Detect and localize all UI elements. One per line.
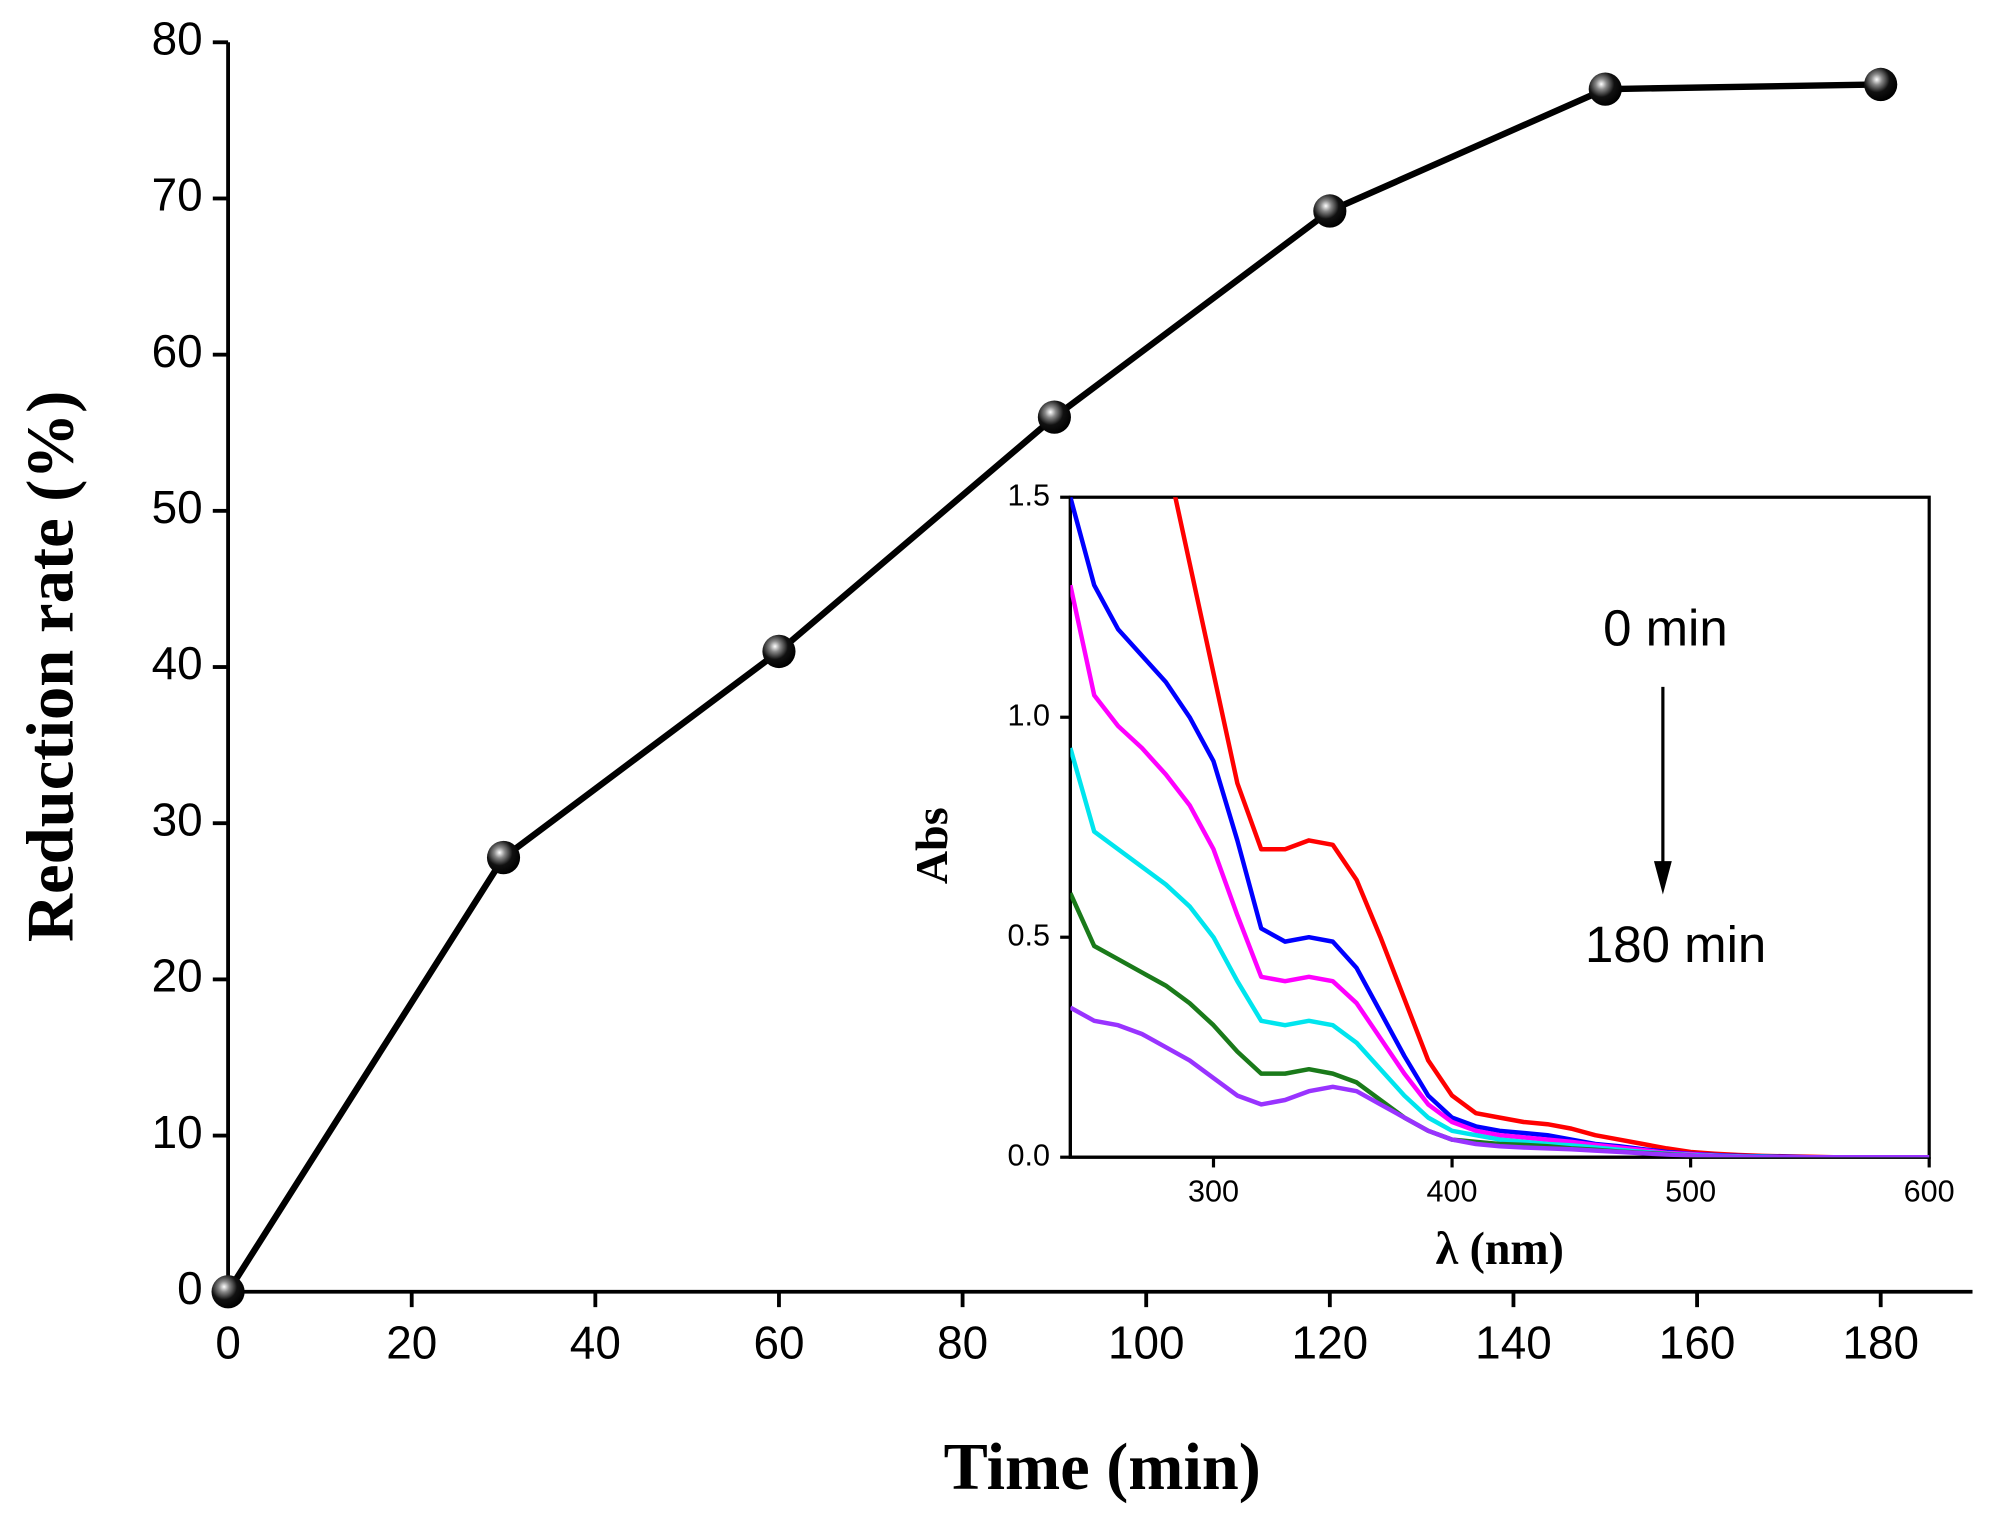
plot-area [1070, 497, 1930, 1158]
y-axis-label: Reduction rate (%) [15, 391, 88, 942]
x-tick-label: 300 [1188, 1175, 1239, 1209]
marker [486, 840, 521, 875]
x-tick-label: 100 [1108, 1316, 1185, 1368]
y-tick-label: 40 [152, 637, 203, 689]
x-tick-label: 120 [1292, 1316, 1369, 1368]
y-tick-label: 10 [152, 1106, 203, 1158]
y-axis-label: Abs [906, 807, 957, 884]
x-tick-label: 0 [215, 1316, 241, 1368]
x-tick-label: 160 [1659, 1316, 1736, 1368]
series-line [1070, 1005, 1930, 1158]
marker [1313, 194, 1347, 228]
y-tick-label: 50 [152, 481, 203, 533]
x-tick-label: 180 [1842, 1316, 1919, 1368]
x-axis-label: Time (min) [944, 1431, 1261, 1504]
y-tick-label: 1.5 [1007, 478, 1050, 512]
annotation: 0 min [1603, 599, 1728, 656]
x-tick-label: 140 [1475, 1316, 1552, 1368]
marker [211, 1275, 245, 1309]
annotation: 180 min [1585, 916, 1766, 973]
y-tick-label: 1.0 [1007, 698, 1050, 732]
x-tick-label: 20 [386, 1316, 437, 1368]
y-tick-label: 0.0 [1007, 1138, 1050, 1172]
x-axis-label: λ (nm) [1436, 1223, 1564, 1274]
y-tick-label: 80 [152, 12, 203, 64]
x-tick-label: 500 [1665, 1175, 1716, 1209]
marker [1864, 67, 1898, 102]
y-tick-label: 0.5 [1007, 918, 1050, 952]
series-line [1173, 497, 1930, 1158]
x-tick-label: 40 [570, 1316, 621, 1368]
series-line [1070, 584, 1930, 1158]
marker [762, 634, 796, 669]
y-tick-label: 0 [177, 1262, 203, 1314]
marker [1588, 72, 1622, 106]
series-line [1070, 747, 1930, 1158]
series-line [225, 81, 1881, 1294]
x-tick-label: 80 [937, 1316, 988, 1368]
x-tick-label: 600 [1904, 1175, 1955, 1209]
y-tick-label: 70 [152, 169, 203, 221]
arrow [1653, 686, 1672, 895]
x-tick-label: 60 [753, 1316, 804, 1368]
x-tick-label: 400 [1427, 1175, 1478, 1209]
y-tick-label: 20 [152, 949, 203, 1001]
y-tick-label: 30 [152, 793, 203, 845]
marker [1037, 400, 1071, 434]
y-tick-label: 60 [152, 325, 203, 377]
plot-area [225, 81, 1881, 1294]
